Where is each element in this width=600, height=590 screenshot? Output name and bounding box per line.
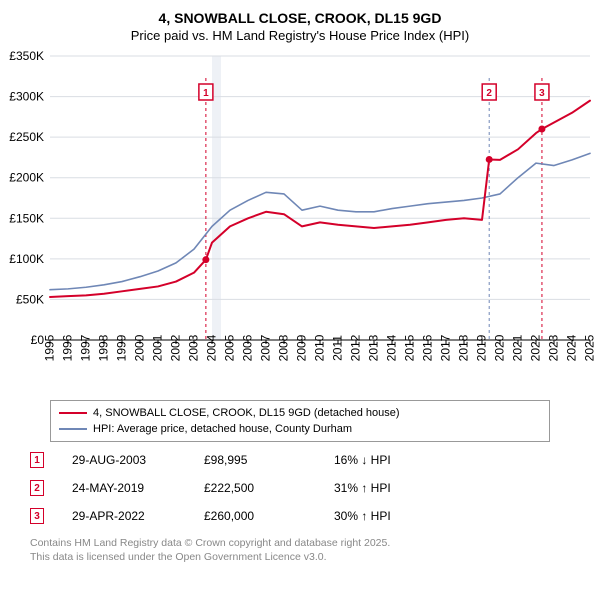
- marker-price: £98,995: [204, 453, 324, 467]
- legend-swatch: [59, 428, 87, 430]
- marker-price: £260,000: [204, 509, 324, 523]
- marker-number: 1: [34, 455, 40, 466]
- svg-text:2001: 2001: [151, 334, 165, 361]
- chart-title: 4, SNOWBALL CLOSE, CROOK, DL15 9GD: [10, 10, 590, 26]
- chart-container: 4, SNOWBALL CLOSE, CROOK, DL15 9GD Price…: [0, 0, 600, 590]
- marker-number: 3: [34, 511, 40, 522]
- attribution-line: Contains HM Land Registry data © Crown c…: [30, 536, 570, 550]
- title-block: 4, SNOWBALL CLOSE, CROOK, DL15 9GD Price…: [0, 0, 600, 47]
- attribution-line: This data is licensed under the Open Gov…: [30, 550, 570, 564]
- table-row: 1 29-AUG-2003 £98,995 16% ↓ HPI: [30, 446, 570, 474]
- svg-text:2016: 2016: [421, 334, 435, 361]
- svg-text:2024: 2024: [565, 334, 579, 361]
- legend-swatch: [59, 412, 87, 414]
- svg-text:2006: 2006: [241, 334, 255, 361]
- svg-text:3: 3: [539, 88, 545, 99]
- svg-text:2019: 2019: [475, 334, 489, 361]
- marker-number: 2: [34, 483, 40, 494]
- svg-text:2015: 2015: [403, 334, 417, 361]
- svg-text:1998: 1998: [97, 334, 111, 361]
- marker-number-box: 1: [30, 452, 44, 468]
- marker-date: 29-AUG-2003: [54, 453, 194, 467]
- line-chart: £0£50K£100K£150K£200K£250K£300K£350K1995…: [0, 50, 600, 390]
- svg-text:2011: 2011: [331, 335, 345, 361]
- legend: 4, SNOWBALL CLOSE, CROOK, DL15 9GD (deta…: [50, 400, 550, 442]
- svg-text:2022: 2022: [529, 334, 543, 361]
- svg-text:1995: 1995: [43, 334, 57, 361]
- legend-row: HPI: Average price, detached house, Coun…: [59, 421, 541, 437]
- svg-text:2018: 2018: [457, 334, 471, 361]
- marker-delta: 16% ↓ HPI: [334, 453, 454, 467]
- marker-date: 29-APR-2022: [54, 509, 194, 523]
- svg-text:£200K: £200K: [9, 171, 44, 185]
- svg-text:2007: 2007: [259, 334, 273, 361]
- svg-text:2: 2: [486, 88, 492, 99]
- table-row: 3 29-APR-2022 £260,000 30% ↑ HPI: [30, 502, 570, 530]
- svg-text:2009: 2009: [295, 334, 309, 361]
- marker-date: 24-MAY-2019: [54, 481, 194, 495]
- svg-text:£300K: £300K: [9, 90, 44, 104]
- legend-label: 4, SNOWBALL CLOSE, CROOK, DL15 9GD (deta…: [93, 407, 400, 419]
- svg-text:£250K: £250K: [9, 130, 44, 144]
- svg-text:2003: 2003: [187, 334, 201, 361]
- chart-area: £0£50K£100K£150K£200K£250K£300K£350K1995…: [0, 50, 600, 390]
- svg-text:2008: 2008: [277, 334, 291, 361]
- svg-text:2005: 2005: [223, 334, 237, 361]
- svg-text:2002: 2002: [169, 334, 183, 361]
- marker-delta: 30% ↑ HPI: [334, 509, 454, 523]
- svg-text:2020: 2020: [493, 334, 507, 361]
- svg-text:£350K: £350K: [9, 50, 44, 63]
- svg-text:2023: 2023: [547, 334, 561, 361]
- svg-text:2010: 2010: [313, 334, 327, 361]
- svg-text:1999: 1999: [115, 334, 129, 361]
- svg-text:2000: 2000: [133, 334, 147, 361]
- svg-text:2025: 2025: [583, 334, 597, 361]
- marker-number-box: 3: [30, 508, 44, 524]
- svg-text:2013: 2013: [367, 334, 381, 361]
- svg-text:2014: 2014: [385, 334, 399, 361]
- svg-text:2017: 2017: [439, 334, 453, 361]
- marker-price: £222,500: [204, 481, 324, 495]
- svg-text:£50K: £50K: [16, 292, 44, 306]
- svg-text:1997: 1997: [79, 334, 93, 361]
- svg-text:£100K: £100K: [9, 252, 44, 266]
- svg-text:1996: 1996: [61, 334, 75, 361]
- legend-row: 4, SNOWBALL CLOSE, CROOK, DL15 9GD (deta…: [59, 405, 541, 421]
- legend-label: HPI: Average price, detached house, Coun…: [93, 423, 352, 435]
- svg-text:£150K: £150K: [9, 211, 44, 225]
- chart-subtitle: Price paid vs. HM Land Registry's House …: [10, 28, 590, 43]
- marker-delta: 31% ↑ HPI: [334, 481, 454, 495]
- svg-text:2004: 2004: [205, 334, 219, 361]
- marker-table: 1 29-AUG-2003 £98,995 16% ↓ HPI 2 24-MAY…: [30, 446, 570, 530]
- attribution-text: Contains HM Land Registry data © Crown c…: [30, 536, 570, 564]
- marker-number-box: 2: [30, 480, 44, 496]
- svg-text:1: 1: [203, 88, 209, 99]
- table-row: 2 24-MAY-2019 £222,500 31% ↑ HPI: [30, 474, 570, 502]
- svg-text:2012: 2012: [349, 334, 363, 361]
- svg-text:2021: 2021: [511, 334, 525, 361]
